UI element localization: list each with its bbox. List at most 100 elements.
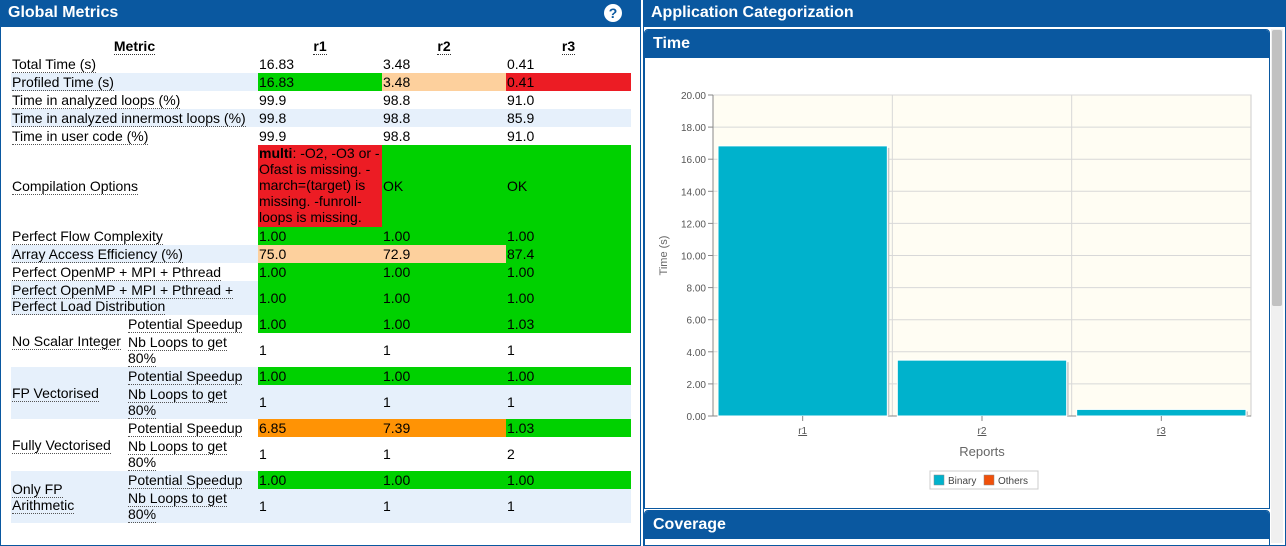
header-r2: r2 <box>437 38 451 55</box>
loops-label: Nb Loops to get 80% <box>128 334 227 367</box>
metric-value: 99.9 <box>259 128 287 144</box>
metric-value: 98.8 <box>383 128 411 144</box>
time-section: Time 0.00 2.00 4.00 6.00 8.00 10.00 12.00 14.00… <box>644 29 1270 509</box>
metric-label: Array Access Efficiency (%) <box>11 245 258 263</box>
header-metric: Metric <box>113 38 156 55</box>
x-tick-label: r3 <box>1157 426 1166 437</box>
y-tick-label: 0.00 <box>687 412 707 423</box>
metric-label: Time in analyzed loops (%) <box>12 92 181 109</box>
y-tick-label: 2.00 <box>687 380 707 391</box>
question-circle-icon[interactable]: ? <box>604 4 622 22</box>
metric-value: 0.41 <box>507 56 535 72</box>
table-row: Array Access Efficiency (%) 75.0 72.9 87.4 <box>11 245 631 263</box>
metric-value: 85.9 <box>506 109 631 127</box>
table-row: Compilation Options multi: -O2, -O3 or -O… <box>11 145 631 227</box>
metric-value: 1.00 <box>258 281 382 315</box>
metric-value: 91.0 <box>507 92 535 108</box>
loops-value: 1 <box>382 385 506 419</box>
y-tick-label: 12.00 <box>681 219 706 230</box>
loops-label: Nb Loops to get 80% <box>127 385 258 419</box>
group-label: FP Vectorised <box>11 367 127 419</box>
speedup-value: 1.00 <box>382 471 506 489</box>
coverage-section-header[interactable]: Coverage <box>645 511 1269 539</box>
global-metrics-title: Global Metrics <box>8 4 119 21</box>
metric-value: 99.8 <box>258 109 382 127</box>
y-axis-title: Time (s) <box>658 236 670 276</box>
legend-swatch-others <box>983 474 995 486</box>
group-label: No Scalar Integer <box>12 333 121 350</box>
speedup-value: 1.00 <box>506 367 631 385</box>
compilation-r3: OK <box>506 145 631 227</box>
metric-label: Time in user code (%) <box>12 128 149 145</box>
metric-value: 1.00 <box>258 227 382 245</box>
speedup-value: 1.03 <box>506 315 631 333</box>
table-row: Only FP Arithmetic Potential Speedup 1.00 1… <box>11 471 631 523</box>
table-row: Profiled Time (s) 16.83 3.48 0.41 <box>11 73 631 91</box>
x-axis-title: Reports <box>959 444 1005 459</box>
scrollbar-thumb[interactable] <box>1272 30 1282 306</box>
loops-value: 1 <box>382 489 506 523</box>
loops-value: 1 <box>258 489 382 523</box>
y-tick-label: 16.00 <box>681 155 706 166</box>
speedup-label: Potential Speedup <box>128 316 243 333</box>
metric-value: 99.9 <box>259 92 287 108</box>
y-tick-label: 14.00 <box>681 187 706 198</box>
table-row: Nb Loops to get 80% 1 1 2 <box>11 437 631 471</box>
legend-swatch-binary <box>933 474 945 486</box>
table-row: Time in analyzed innermost loops (%) 99.8… <box>11 109 631 127</box>
loops-value: 1 <box>259 446 267 462</box>
metric-label: Total Time (s) <box>12 56 97 73</box>
y-tick-label: 6.00 <box>687 316 707 327</box>
table-row: FP Vectorised Potential Speedup 1.00 1.00 1.… <box>11 367 631 419</box>
x-tick-label: r2 <box>978 426 987 437</box>
loops-value: 1 <box>259 342 267 358</box>
bar-r1 <box>717 145 888 417</box>
speedup-label: Potential Speedup <box>127 471 258 489</box>
app-categorization-panel: Application Categorization Time 0.00 2.00… <box>643 0 1286 546</box>
bar-r2 <box>896 359 1068 417</box>
metric-value: 98.8 <box>382 109 506 127</box>
compilation-r2: OK <box>382 145 506 227</box>
speedup-value: 1.00 <box>258 471 382 489</box>
metric-value: 0.41 <box>506 73 631 91</box>
legend-label-binary: Binary <box>948 476 976 487</box>
compilation-flag: multi <box>259 145 293 161</box>
metric-value: 98.8 <box>383 92 411 108</box>
time-section-header[interactable]: Time <box>645 30 1269 58</box>
y-tick-label: 8.00 <box>687 284 707 295</box>
compilation-message: : -O2, -O3 or -Ofast is missing. -march=… <box>259 145 380 225</box>
metric-value: 3.48 <box>383 56 411 72</box>
metric-value: 1.00 <box>382 227 506 245</box>
table-row: Fully Vectorised Potential Speedup 6.85 7.3… <box>11 419 631 454</box>
table-row: No Scalar Integer Potential Speedup 1.00 1.… <box>11 315 631 350</box>
right-panel-scrollbar[interactable] <box>1271 29 1283 543</box>
metric-label: Perfect Flow Complexity <box>12 228 163 245</box>
loops-value: 1 <box>383 446 391 462</box>
metric-label: Profiled Time (s) <box>11 73 258 91</box>
app-categorization-header: Application Categorization <box>644 1 1285 27</box>
speedup-label: Potential Speedup <box>127 367 258 385</box>
global-metrics-header: Global Metrics ? <box>1 1 640 27</box>
legend-label-others: Others <box>998 476 1028 487</box>
speedup-value: 6.85 <box>258 419 382 437</box>
metric-label: Perfect OpenMP + MPI + Pthread + Perfect… <box>11 281 258 315</box>
compilation-r1: multi: -O2, -O3 or -Ofast is missing. -m… <box>258 145 382 227</box>
header-r1: r1 <box>313 38 327 55</box>
table-row: Nb Loops to get 80% 1 1 1 <box>11 333 631 367</box>
table-row: Total Time (s) 16.83 3.48 0.41 <box>11 55 631 73</box>
metric-value: 1.00 <box>506 281 631 315</box>
loops-label: Nb Loops to get 80% <box>128 438 227 471</box>
group-label: Fully Vectorised <box>12 437 111 454</box>
bar-r3 <box>1076 408 1247 417</box>
speedup-value: 7.39 <box>382 419 506 437</box>
table-row: Time in analyzed loops (%) 99.9 98.8 91.0 <box>11 91 631 109</box>
loops-value: 1 <box>506 489 631 523</box>
metrics-table: Metric r1 r2 r3 Total Time (s) 16.83 3.48 0… <box>11 37 631 523</box>
speedup-value: 1.03 <box>506 419 631 437</box>
y-tick-label: 18.00 <box>681 123 706 134</box>
app-categorization-title: Application Categorization <box>651 4 854 21</box>
metric-value: 72.9 <box>382 245 506 263</box>
speedup-value: 1.00 <box>258 367 382 385</box>
table-row: Perfect OpenMP + MPI + Pthread + Perfect… <box>11 281 631 315</box>
y-tick-label: 20.00 <box>681 91 706 102</box>
